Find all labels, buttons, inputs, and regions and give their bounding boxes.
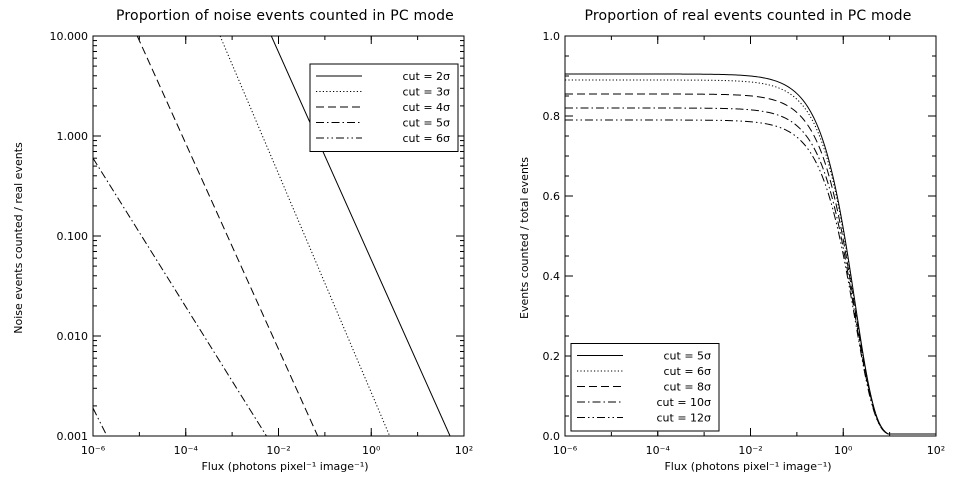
series-line-0 xyxy=(270,36,451,436)
series-line-4 xyxy=(565,119,936,435)
legend-label: cut = 5σ xyxy=(663,350,711,363)
x-tick-label: 10² xyxy=(927,444,945,457)
y-tick-label: 1.0 xyxy=(543,30,561,43)
y-tick-label: 0.4 xyxy=(543,270,561,283)
x-tick-label: 10⁻² xyxy=(266,444,290,457)
legend-label: cut = 8σ xyxy=(663,381,711,394)
y-tick-label: 0.0 xyxy=(543,430,561,443)
y-tick-label: 0.010 xyxy=(57,330,89,343)
legend-label: cut = 4σ xyxy=(402,101,450,114)
x-tick-label: 10⁻⁶ xyxy=(81,444,106,457)
x-tick-label: 10⁻⁴ xyxy=(174,444,199,457)
series-line-4 xyxy=(93,407,108,436)
x-axis-label: Flux (photons pixel⁻¹ image⁻¹) xyxy=(664,460,831,473)
legend-label: cut = 12σ xyxy=(656,412,711,425)
series-group xyxy=(93,36,451,436)
chart-title: Proportion of real events counted in PC … xyxy=(584,8,911,24)
legend-box xyxy=(570,343,720,432)
y-tick-label: 1.000 xyxy=(57,130,89,143)
legend-box xyxy=(309,63,459,152)
x-axis-label: Flux (photons pixel⁻¹ image⁻¹) xyxy=(201,460,368,473)
axis-ticks: 10⁻⁶ 10⁻⁴ 10⁻² 10⁰ 10² 0.001 0.010 0.100 1.000 10… xyxy=(50,30,474,457)
legend-label: cut = 2σ xyxy=(402,70,450,83)
y-tick-label: 10.000 xyxy=(50,30,89,43)
chart-title: Proportion of noise events counted in PC… xyxy=(116,8,454,24)
x-tick-label: 10⁻² xyxy=(738,444,762,457)
series-line-1 xyxy=(219,36,391,436)
y-tick-label: 0.100 xyxy=(57,230,89,243)
legend-label: cut = 6σ xyxy=(402,132,450,145)
legend: cut = 5σ cut = 6σ cut = 8σ cut = 10σ cut = 1… xyxy=(570,343,720,432)
legend-label: cut = 3σ xyxy=(402,86,450,99)
legend-label: cut = 10σ xyxy=(656,396,711,409)
y-tick-label: 0.6 xyxy=(543,190,561,203)
real-events-panel: Proportion of real events counted in PC … xyxy=(518,8,945,473)
legend-label: cut = 6σ xyxy=(663,365,711,378)
y-tick-label: 0.2 xyxy=(543,350,561,363)
legend: cut = 2σ cut = 3σ cut = 4σ cut = 5σ cut = 6σ xyxy=(309,63,459,152)
y-tick-label: 0.8 xyxy=(543,110,561,123)
x-tick-label: 10⁰ xyxy=(834,444,853,457)
axis-ticks: 10⁻⁶ 10⁻⁴ 10⁻² 10⁰ 10² 0.0 0.2 0.4 0.6 0.8 1.0 xyxy=(543,30,946,457)
y-tick-label: 0.001 xyxy=(57,430,89,443)
series-line-3 xyxy=(93,157,267,436)
x-tick-label: 10⁻⁴ xyxy=(646,444,671,457)
x-tick-label: 10⁻⁶ xyxy=(553,444,578,457)
y-axis-label: Events counted / total events xyxy=(518,157,531,319)
legend-label: cut = 5σ xyxy=(402,117,450,130)
series-group xyxy=(565,73,936,435)
x-tick-label: 10⁰ xyxy=(362,444,381,457)
noise-events-panel: Proportion of noise events counted in PC… xyxy=(12,8,473,473)
y-axis-label: Noise events counted / real events xyxy=(12,142,25,334)
series-line-2 xyxy=(136,36,319,436)
x-tick-label: 10² xyxy=(455,444,473,457)
